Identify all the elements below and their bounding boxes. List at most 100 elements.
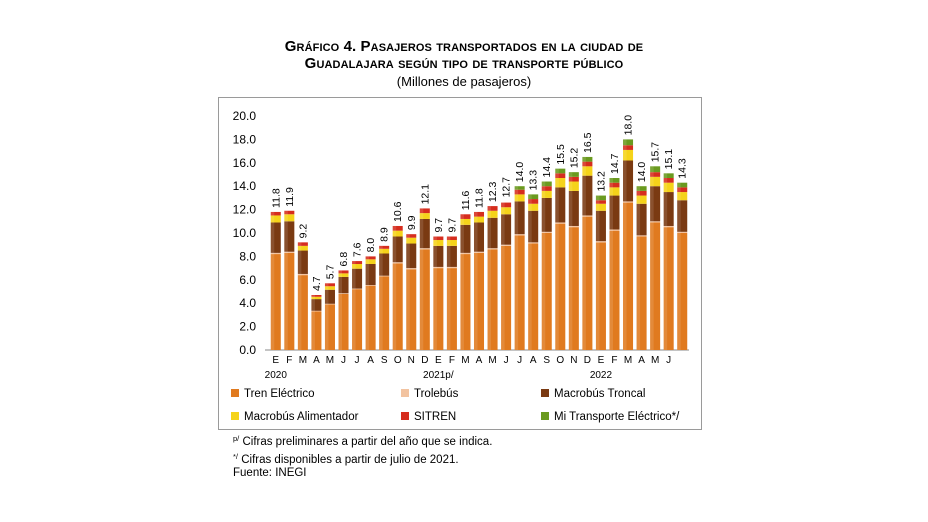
bar-total-label: 9.2 bbox=[297, 224, 309, 239]
bar-segment-2 bbox=[501, 244, 512, 246]
bar-total-label: 11.6 bbox=[460, 190, 472, 210]
bar-segment-3 bbox=[379, 253, 390, 276]
legend-item: Macrobús Troncal bbox=[541, 387, 645, 401]
x-tick-label: F bbox=[286, 355, 292, 366]
x-tick-label: J bbox=[355, 355, 360, 366]
bar-segment-5 bbox=[555, 173, 566, 179]
bar-segment-5 bbox=[514, 189, 525, 195]
bar-segment-3 bbox=[311, 299, 322, 311]
bar-segment-2 bbox=[623, 201, 634, 203]
bar-segment-2 bbox=[446, 266, 457, 269]
legend-swatch bbox=[541, 412, 549, 420]
bar-segment-4 bbox=[284, 214, 295, 222]
x-tick-label: M bbox=[488, 355, 496, 366]
legend-item: Macrobús Alimentador bbox=[231, 410, 358, 424]
bar-segment-3 bbox=[446, 245, 457, 267]
bar-shine bbox=[284, 210, 288, 350]
bar-segment-2 bbox=[528, 242, 539, 244]
y-tick-label: 18.0 bbox=[233, 132, 257, 146]
footnote-availability-text: Cifras disponibles a partir de julio de … bbox=[238, 453, 459, 466]
bar-segment-4 bbox=[528, 203, 539, 211]
bar-segment-3 bbox=[650, 186, 661, 222]
bar-total-label: 10.6 bbox=[392, 201, 404, 222]
x-tick-label: A bbox=[638, 355, 645, 366]
bar-total-label: 14.7 bbox=[609, 153, 621, 174]
bar-total-label: 18.0 bbox=[623, 115, 635, 136]
year-label: 2021p/ bbox=[423, 370, 454, 381]
bar-segment-3 bbox=[528, 210, 539, 243]
bar-segment-5 bbox=[352, 261, 363, 265]
bar-segment-1 bbox=[623, 202, 634, 350]
bar-segment-5 bbox=[419, 208, 430, 214]
x-tick-label: M bbox=[651, 355, 659, 366]
y-tick-label: 4.0 bbox=[239, 296, 256, 310]
bar-segment-5 bbox=[582, 161, 593, 167]
bar-segment-1 bbox=[663, 227, 674, 350]
bar-segment-5 bbox=[501, 202, 512, 208]
bar-segment-3 bbox=[568, 190, 579, 226]
x-tick-label: O bbox=[556, 355, 564, 366]
bar-segment-5 bbox=[379, 245, 390, 249]
x-tick-label: S bbox=[543, 355, 550, 366]
bar-segment-5 bbox=[460, 214, 471, 219]
legend-item: Tren Eléctrico bbox=[231, 387, 315, 401]
bar-segment-4 bbox=[379, 248, 390, 254]
bar-shine bbox=[568, 172, 573, 350]
x-tick-label: M bbox=[461, 355, 469, 366]
x-tick-label: A bbox=[313, 355, 320, 366]
bar-segment-4 bbox=[311, 296, 322, 300]
bar-segment-1 bbox=[650, 222, 661, 350]
bar-segment-6 bbox=[528, 194, 539, 200]
legend-label: Tren Eléctrico bbox=[244, 388, 315, 400]
x-tick-label: N bbox=[570, 355, 577, 366]
bar-segment-5 bbox=[595, 200, 606, 204]
bar-segment-1 bbox=[501, 245, 512, 350]
y-tick-label: 12.0 bbox=[233, 203, 257, 217]
bar-segment-6 bbox=[636, 186, 647, 191]
bar-segment-4 bbox=[663, 182, 674, 193]
bar-shine bbox=[514, 186, 519, 350]
legend-swatch bbox=[231, 412, 239, 420]
bar-segment-5 bbox=[663, 178, 674, 183]
bar-segment-2 bbox=[379, 275, 390, 277]
bar-segment-4 bbox=[392, 230, 403, 237]
bar-segment-1 bbox=[487, 249, 498, 350]
bar-segment-3 bbox=[338, 276, 349, 294]
x-tick-label: D bbox=[421, 355, 428, 366]
stacked-bar-chart: 0.0 2.0 4.0 6.0 8.0 10.0 12.0 14.0 16.0 18.0 20.0 1… bbox=[233, 109, 689, 381]
bar-total-label: 14.0 bbox=[514, 162, 526, 183]
chart-title-line-2: Guadalajara según tipo de transporte púb… bbox=[304, 55, 624, 72]
legend-item: SITREN bbox=[401, 410, 456, 424]
y-tick-label: 6.0 bbox=[239, 273, 256, 287]
bar-segment-1 bbox=[582, 216, 593, 350]
bar-segment-4 bbox=[324, 286, 335, 290]
bar-segment-5 bbox=[568, 176, 579, 182]
bar-segment-1 bbox=[460, 254, 471, 350]
bar-segment-3 bbox=[460, 224, 471, 253]
bar-shine bbox=[636, 186, 641, 350]
bar-shine bbox=[677, 182, 681, 350]
x-tick-label: M bbox=[326, 355, 334, 366]
bar-segment-5 bbox=[324, 283, 335, 287]
bar-segment-5 bbox=[636, 190, 647, 196]
bar-total-label: 13.3 bbox=[528, 170, 540, 191]
bar-segment-6 bbox=[568, 172, 579, 177]
footnotes: p/ Cifras preliminares a partir del año … bbox=[233, 432, 492, 481]
bar-segment-4 bbox=[406, 237, 417, 244]
bar-segment-6 bbox=[514, 186, 525, 190]
legend-label: Trolebús bbox=[414, 388, 459, 400]
bar-segment-1 bbox=[433, 268, 444, 350]
bar-segment-1 bbox=[379, 276, 390, 350]
bar-total-label: 16.5 bbox=[582, 132, 594, 153]
bar-segment-5 bbox=[677, 187, 688, 193]
bar-segment-1 bbox=[677, 233, 688, 350]
bar-shine bbox=[311, 295, 315, 350]
x-tick-label: S bbox=[381, 355, 388, 366]
bar-segment-1 bbox=[270, 254, 281, 350]
bar-segment-2 bbox=[419, 248, 430, 250]
bar-segment-5 bbox=[338, 270, 349, 274]
bar-segment-2 bbox=[636, 235, 647, 237]
bar-total-label: 6.8 bbox=[338, 252, 350, 267]
bar-total-label: 14.0 bbox=[636, 162, 648, 183]
bar-segment-3 bbox=[595, 210, 606, 242]
